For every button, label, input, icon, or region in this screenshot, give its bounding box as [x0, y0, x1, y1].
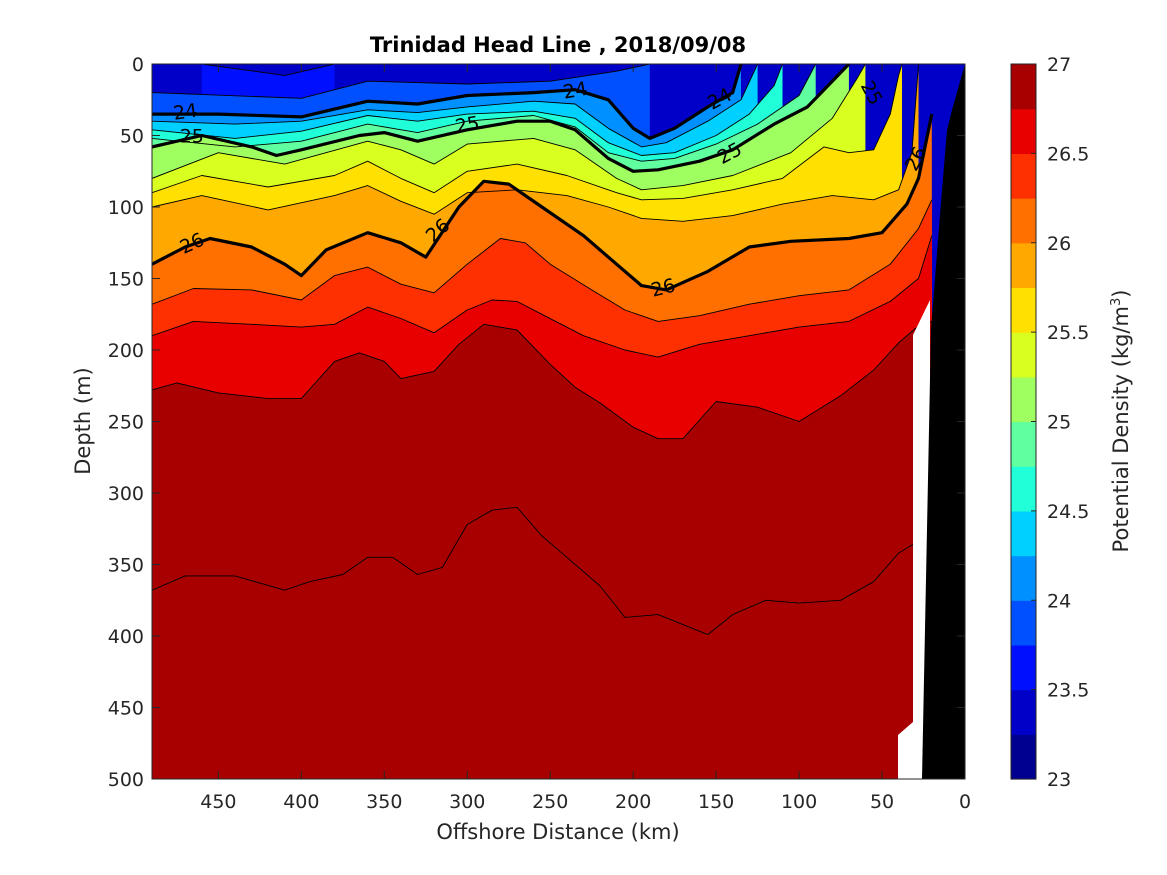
isopycnal-minor [152, 320, 932, 440]
y-tick-label: 200 [108, 340, 144, 362]
colorbar-tick-label: 26.5 [1047, 143, 1089, 165]
density-bands [152, 64, 965, 779]
colorbar-swatch [1011, 242, 1036, 289]
x-tick-label: 200 [615, 791, 651, 813]
colorbar-swatch [1011, 332, 1036, 378]
colorbar-swatch [1011, 108, 1036, 154]
colorbar-swatch [1011, 510, 1036, 557]
x-tick-label: 400 [283, 791, 319, 813]
isopycnal-minor [152, 235, 933, 358]
chart-title: Trinidad Head Line , 2018/09/08 [370, 33, 746, 57]
contour-label: 25 [180, 126, 204, 148]
seafloor [922, 64, 965, 779]
isopycnal-minor [152, 64, 783, 156]
isopycnal-minor [152, 199, 933, 322]
colorbar-title: Potential Density (kg/m3) [1109, 290, 1133, 553]
colorbar-swatch [1011, 64, 1036, 110]
x-tick-label: 0 [959, 791, 971, 813]
colorbar-tick-label: 27 [1047, 54, 1071, 76]
contour-label: 25 [454, 112, 482, 138]
contour-label-text: 25 [180, 126, 204, 148]
y-tick-label: 450 [108, 698, 144, 720]
x-tick-label: 350 [366, 791, 402, 813]
y-tick-label: 400 [108, 626, 144, 648]
y-tick-label: 50 [120, 126, 144, 148]
colorbar-swatch [1011, 555, 1036, 601]
colorbar-title-sup: 3 [1109, 298, 1124, 306]
colorbar-swatch [1011, 689, 1036, 735]
contour-label-text: 24 [172, 100, 199, 125]
contour-label-text: 24 [561, 78, 589, 104]
isopycnal-minor [152, 64, 650, 99]
band-fill [152, 507, 929, 779]
isopycnal-major [152, 113, 934, 292]
colorbar-swatch [1011, 421, 1036, 467]
y-tick-label: 500 [108, 769, 144, 791]
seafloor-mask [898, 64, 965, 779]
colorbar-swatch [1011, 600, 1036, 646]
no-data-gap [898, 300, 930, 779]
x-axis-title: Offshore Distance (km) [436, 820, 679, 844]
colorbar-tick-label: 24 [1047, 590, 1071, 612]
x-tick-label: 150 [698, 791, 734, 813]
y-tick-label: 150 [108, 269, 144, 291]
y-tick-label: 250 [108, 412, 144, 434]
y-tick-label: 300 [108, 483, 144, 505]
colorbar-tick-label: 25 [1047, 412, 1071, 434]
colorbar-swatch [1011, 376, 1036, 423]
isopycnal-minor [152, 64, 919, 222]
isopycnal-minor [201, 64, 335, 76]
contour-label-text: 25 [454, 112, 482, 138]
x-tick-label: 50 [870, 791, 894, 813]
colorbar-title-main: Potential Density (kg/m [1109, 306, 1133, 552]
isopycnal-major [152, 64, 743, 140]
x-tick-label: 250 [532, 791, 568, 813]
colorbar-swatch [1011, 198, 1036, 244]
isopycnal-minor [152, 64, 817, 162]
isopycnal-major [152, 64, 851, 173]
y-tick-label: 100 [108, 197, 144, 219]
y-tick-label: 0 [132, 54, 144, 76]
contour-label: 24 [172, 100, 199, 125]
colorbar-swatch [1011, 153, 1036, 199]
colorbar-tick-label: 25.5 [1047, 322, 1089, 344]
x-axis: 450 400 350 300 250 200 150 100 50 0 [200, 64, 971, 813]
y-tick-label: 350 [108, 555, 144, 577]
colorbar-tick-label: 23.5 [1047, 680, 1089, 702]
colorbar: 27 26.5 26 25.5 25 24.5 24 23.5 23 [1010, 54, 1089, 791]
colorbar-tick-label: 23 [1047, 769, 1071, 791]
isopycnal-minor [152, 506, 929, 636]
isopycnal-minor [152, 64, 866, 191]
colorbar-title-close: ) [1109, 290, 1133, 298]
colorbar-swatch [1011, 644, 1036, 691]
y-axis-title: Depth (m) [71, 367, 95, 474]
x-tick-label: 300 [449, 791, 485, 813]
colorbar-swatch [1011, 466, 1036, 512]
x-tick-label: 450 [200, 791, 236, 813]
colorbar-swatch [1011, 287, 1036, 333]
y-axis: 0 50 100 150 200 250 300 350 400 450 500 [108, 54, 965, 791]
isopycnal-minor [152, 64, 903, 201]
isopycnal-minor [152, 64, 759, 148]
colorbar-swatch [1011, 734, 1036, 780]
colorbar-tick-label: 24.5 [1047, 501, 1089, 523]
isopycnal-lines [152, 64, 934, 636]
x-tick-label: 100 [781, 791, 817, 813]
colorbar-tick-label: 26 [1047, 233, 1071, 255]
contour-label: 24 [561, 78, 589, 104]
